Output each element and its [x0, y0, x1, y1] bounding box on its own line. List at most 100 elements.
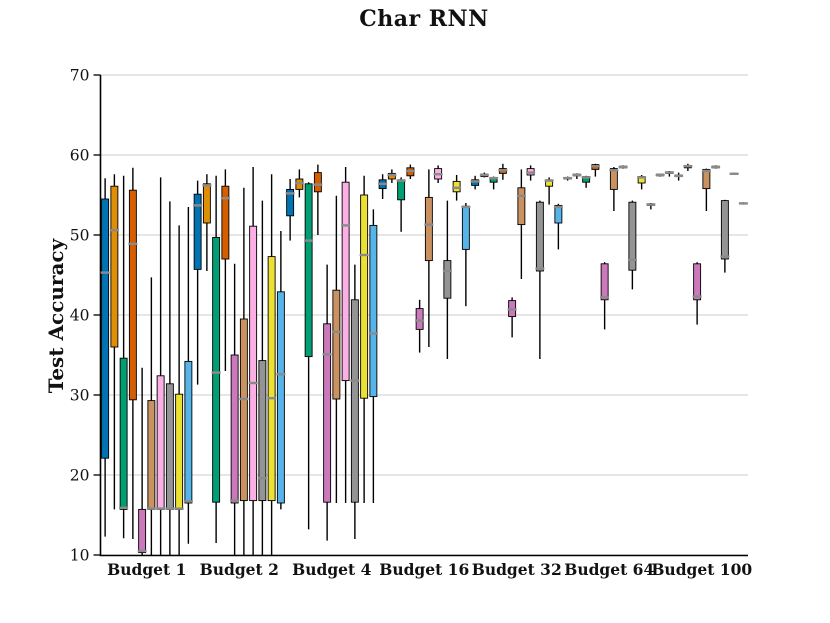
iqr-box	[693, 263, 702, 301]
box-sky	[461, 203, 471, 307]
box-gray	[535, 200, 545, 359]
iqr-box	[184, 360, 193, 504]
iqr-box	[286, 188, 295, 217]
iqr-box	[119, 357, 128, 510]
y-tick-label: 50	[70, 227, 90, 245]
box-gray	[720, 199, 730, 273]
box-green	[119, 175, 129, 539]
iqr-box	[360, 194, 369, 399]
box-group-budget-32	[470, 163, 563, 359]
box-orchid	[230, 263, 240, 555]
box-group-budget-2	[193, 167, 286, 555]
box-blue	[100, 178, 110, 537]
x-axis-label: Budget 64	[564, 560, 654, 579]
iqr-box	[461, 205, 470, 250]
iqr-box	[415, 308, 424, 330]
box-orchid	[137, 367, 147, 555]
iqr-box	[165, 383, 174, 510]
box-tan	[331, 195, 341, 503]
iqr-box	[239, 318, 248, 502]
box-blue	[470, 175, 480, 190]
x-axis-label: Budget 1	[107, 560, 186, 579]
box-sky	[738, 202, 748, 205]
box-vermilion	[590, 163, 600, 177]
iqr-box	[156, 375, 165, 510]
iqr-box	[600, 263, 609, 301]
box-green	[674, 172, 684, 181]
box-vermilion	[220, 169, 230, 371]
box-pink	[711, 165, 721, 169]
box-group-budget-16	[378, 164, 471, 359]
box-blue	[285, 179, 295, 241]
box-sky	[553, 203, 563, 250]
box-pink	[341, 167, 351, 503]
iqr-box	[175, 393, 184, 510]
iqr-box	[609, 168, 618, 190]
box-orange	[572, 173, 582, 179]
iqr-box	[332, 289, 341, 400]
box-sky	[183, 207, 193, 544]
iqr-box	[128, 189, 137, 401]
box-sky	[276, 231, 286, 510]
box-tan	[609, 167, 619, 211]
y-tick-label: 20	[70, 467, 90, 485]
y-tick-label: 40	[70, 307, 90, 325]
box-tan	[424, 169, 434, 347]
chart-title: Char RNN	[359, 6, 489, 32]
box-orchid	[600, 262, 610, 330]
box-orange	[664, 171, 674, 177]
box-blue	[563, 176, 573, 181]
box-pink	[433, 165, 443, 183]
box-tan	[146, 277, 156, 555]
box-pink	[526, 165, 536, 181]
box-tan	[516, 169, 526, 279]
box-group-budget-100	[655, 163, 748, 325]
box-blue	[655, 173, 665, 177]
iqr-box	[397, 179, 406, 201]
box-green	[489, 176, 499, 190]
box-gray	[627, 200, 637, 290]
iqr-box	[221, 185, 230, 260]
iqr-box	[323, 323, 332, 503]
y-tick-label: 70	[70, 67, 90, 85]
box-blue	[193, 180, 203, 385]
iqr-box	[276, 291, 285, 504]
box-vermilion	[498, 163, 508, 180]
box-group-budget-1	[100, 167, 193, 555]
box-yellow	[359, 175, 369, 503]
iqr-box	[267, 256, 276, 502]
iqr-box	[304, 183, 313, 358]
box-sky	[646, 203, 656, 210]
box-orange	[202, 174, 212, 271]
box-pink	[156, 177, 166, 555]
box-vermilion	[683, 163, 693, 171]
box-yellow	[174, 225, 184, 555]
box-blue	[378, 174, 388, 199]
box-yellow	[544, 177, 554, 205]
box-tan	[239, 187, 249, 555]
iqr-box	[202, 183, 211, 224]
iqr-box	[517, 187, 526, 226]
iqr-box	[138, 508, 147, 554]
box-yellow	[729, 172, 739, 176]
iqr-box	[443, 260, 452, 299]
box-orange	[109, 174, 119, 510]
box-orange	[387, 169, 397, 183]
iqr-box	[110, 185, 119, 348]
box-vermilion	[313, 164, 323, 235]
iqr-box	[249, 225, 258, 502]
box-orchid	[507, 297, 517, 338]
box-green	[211, 175, 221, 543]
iqr-box	[230, 354, 239, 504]
box-yellow	[267, 174, 277, 555]
box-gray	[442, 200, 452, 359]
box-orange	[294, 169, 304, 198]
iqr-box	[350, 299, 359, 503]
box-green	[304, 182, 314, 530]
box-orchid	[692, 262, 702, 325]
y-axis-title: Test Accuracy	[44, 238, 68, 394]
box-tan	[701, 168, 711, 211]
box-sky	[368, 209, 378, 503]
box-vermilion	[405, 164, 415, 179]
